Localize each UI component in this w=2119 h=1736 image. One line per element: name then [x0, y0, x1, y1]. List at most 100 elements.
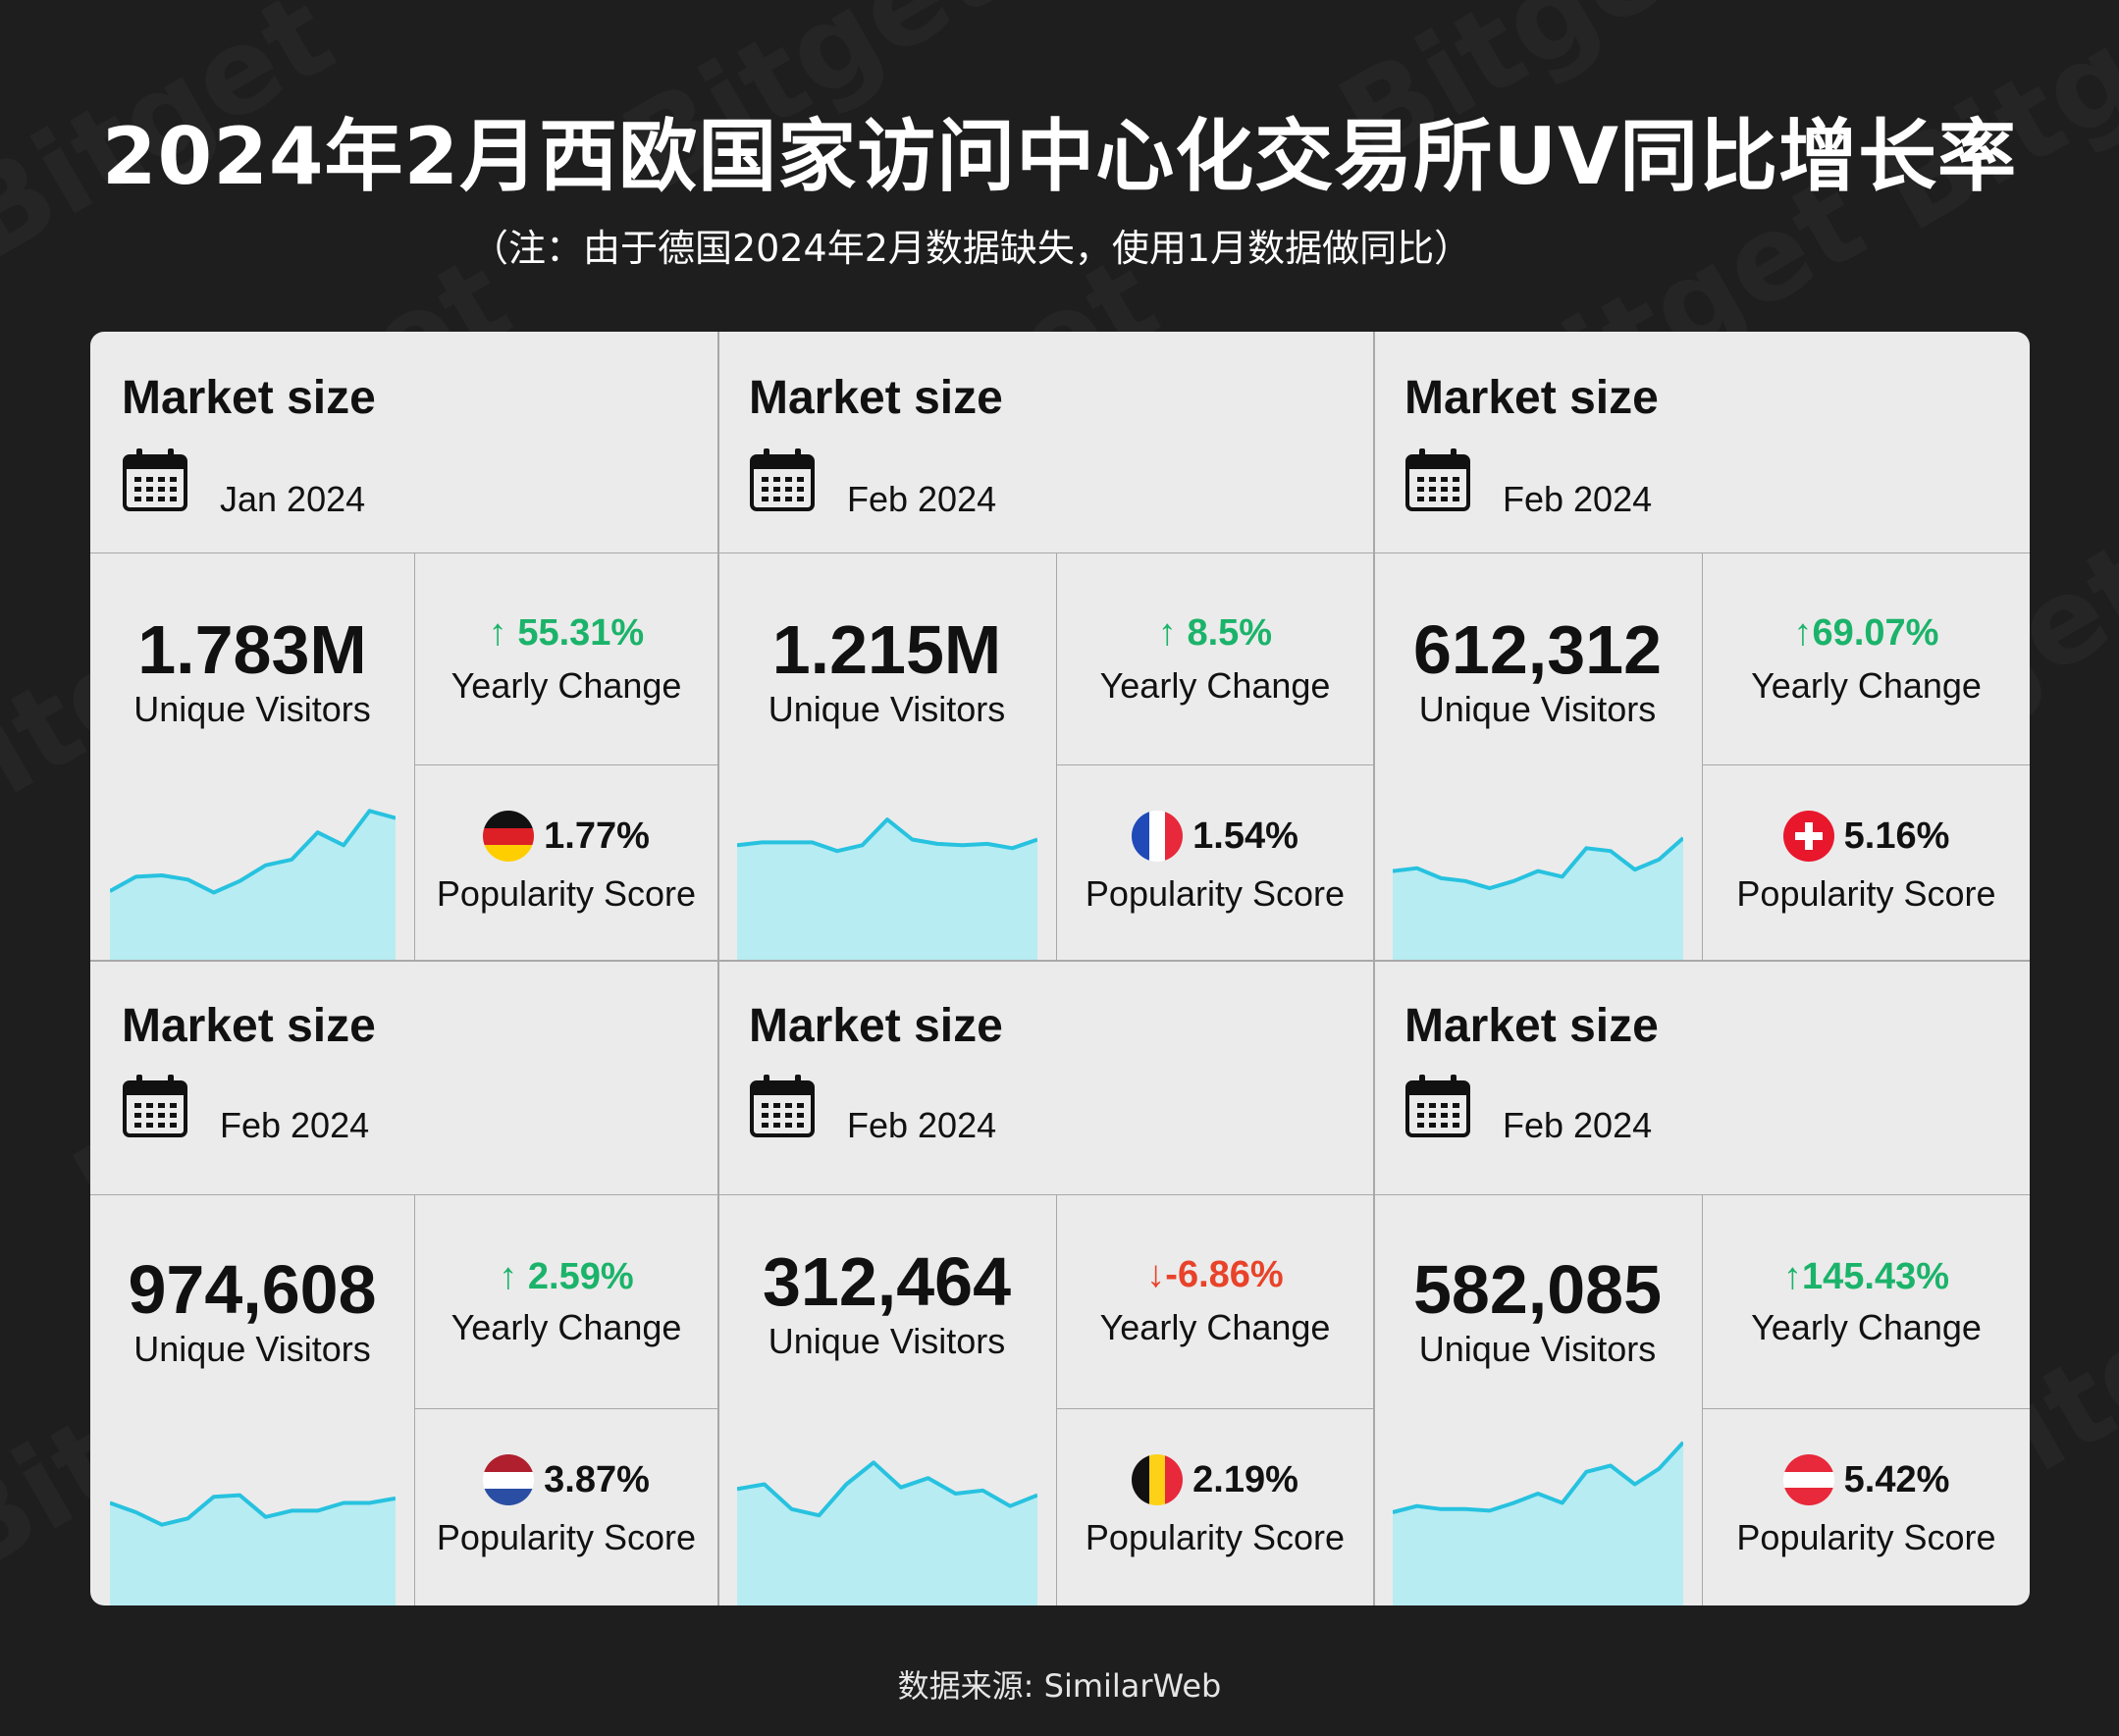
market-card-header: Market size Jan 2024 [90, 332, 717, 553]
yearly-change-label: Yearly Change [450, 665, 682, 706]
market-card: Market size Feb 2024 612,312 Unique Visi… [1373, 332, 2030, 960]
market-size-heading: Market size [122, 372, 376, 424]
grid-divider [90, 960, 2030, 962]
popularity-row: 2.19% [1057, 1454, 1373, 1505]
yearly-change-value: ↑69.07% [1793, 612, 1939, 654]
sparkline-line [110, 1493, 396, 1527]
yearly-change-cell: ↑145.43% Yearly Change [1703, 1195, 2030, 1409]
popularity-score-cell: 3.87% Popularity Score [415, 1409, 717, 1605]
yearly-change-label: Yearly Change [1099, 665, 1331, 706]
popularity-row: 1.54% [1057, 811, 1373, 862]
period-date: Feb 2024 [220, 1105, 370, 1145]
calendar-icon [749, 1074, 816, 1138]
popularity-score-cell: 1.54% Popularity Score [1057, 765, 1373, 960]
yearly-change-value: ↑ 2.59% [499, 1256, 634, 1297]
market-size-heading: Market size [122, 1000, 376, 1052]
market-card: Market size Jan 2024 1.783M Unique Visit… [90, 332, 717, 960]
popularity-score-value: 5.42% [1843, 1458, 1950, 1500]
market-card-header: Market size Feb 2024 [717, 960, 1373, 1195]
unique-visitors-label: Unique Visitors [133, 1329, 371, 1369]
sparkline-line [1393, 1441, 1683, 1514]
sparkline-area [737, 1462, 1037, 1605]
page-subtitle: （注：由于德国2024年2月数据缺失，使用1月数据做同比） [471, 227, 1472, 270]
market-card: Market size Feb 2024 1.215M Unique Visit… [717, 332, 1373, 960]
market-size-heading: Market size [1404, 1000, 1659, 1052]
switzerland-flag-icon [1782, 811, 1834, 862]
sparkline-line [1393, 836, 1683, 891]
unique-visitors-label: Unique Visitors [1418, 1329, 1657, 1369]
popularity-score-cell: 5.42% Popularity Score [1703, 1409, 2030, 1605]
period-date: Feb 2024 [1503, 1105, 1653, 1145]
popularity-score-label: Popularity Score [1085, 1517, 1346, 1557]
sparkline-chart [1393, 836, 1683, 960]
popularity-row: 5.42% [1703, 1454, 2030, 1505]
unique-visitors-cell: 612,312 Unique Visitors [1373, 553, 1703, 960]
market-size-heading: Market size [1404, 372, 1659, 424]
yearly-change-cell: ↑69.07% Yearly Change [1703, 553, 2030, 765]
sparkline-line [737, 1460, 1037, 1518]
yearly-change-label: Yearly Change [450, 1307, 682, 1347]
france-flag-icon [1132, 811, 1184, 862]
sparkline-chart [110, 1493, 396, 1605]
calendar-icon [122, 1074, 188, 1138]
yearly-change-value: ↑145.43% [1782, 1256, 1949, 1297]
period-date: Feb 2024 [1503, 479, 1653, 519]
unique-visitors-label: Unique Visitors [1418, 689, 1657, 729]
unique-visitors-value: 612,312 [1412, 611, 1663, 688]
market-card-header: Market size Feb 2024 [717, 332, 1373, 553]
yearly-change-value: ↓-6.86% [1146, 1254, 1284, 1295]
austria-flag-icon [1782, 1454, 1834, 1505]
unique-visitors-cell: 1.215M Unique Visitors [717, 553, 1057, 960]
popularity-score-cell: 2.19% Popularity Score [1057, 1409, 1373, 1605]
unique-visitors-label: Unique Visitors [133, 689, 371, 729]
page-title: 2024年2月西欧国家访问中心化交易所UV同比增长率 [101, 111, 2018, 202]
market-card-header: Market size Feb 2024 [1373, 960, 2030, 1195]
market-size-heading: Market size [749, 1000, 1003, 1052]
popularity-score-cell: 5.16% Popularity Score [1703, 765, 2030, 960]
germany-flag-icon [483, 811, 535, 862]
sparkline-line [737, 817, 1037, 854]
popularity-score-label: Popularity Score [1736, 873, 1996, 914]
yearly-change-cell: ↑ 2.59% Yearly Change [415, 1195, 717, 1409]
market-card: Market size Feb 2024 312,464 Unique Visi… [717, 960, 1373, 1605]
popularity-score-value: 1.77% [544, 815, 650, 857]
popularity-score-value: 2.19% [1192, 1458, 1298, 1500]
popularity-row: 3.87% [415, 1454, 717, 1505]
market-card: Market size Feb 2024 582,085 Unique Visi… [1373, 960, 2030, 1605]
popularity-score-label: Popularity Score [1085, 873, 1346, 914]
unique-visitors-label: Unique Visitors [768, 689, 1006, 729]
popularity-score-value: 3.87% [544, 1458, 650, 1500]
unique-visitors-cell: 312,464 Unique Visitors [717, 1195, 1057, 1605]
belgium-flag-icon [1132, 1454, 1184, 1505]
yearly-change-cell: ↓-6.86% Yearly Change [1057, 1195, 1373, 1409]
sparkline-chart [737, 817, 1037, 960]
unique-visitors-value: 312,464 [762, 1243, 1012, 1320]
yearly-change-cell: ↑ 8.5% Yearly Change [1057, 553, 1373, 765]
calendar-icon [1404, 1074, 1471, 1138]
data-source: 数据来源: SimilarWeb [897, 1667, 1222, 1705]
calendar-icon [122, 447, 188, 512]
netherlands-flag-icon [483, 1454, 535, 1505]
period-date: Jan 2024 [220, 479, 366, 519]
grid-divider [717, 332, 719, 1605]
popularity-score-label: Popularity Score [436, 1517, 697, 1557]
sparkline-area [737, 819, 1037, 960]
market-card-header: Market size Feb 2024 [90, 960, 717, 1195]
yearly-change-value: ↑ 55.31% [488, 612, 645, 654]
market-card: Market size Feb 2024 974,608 Unique Visi… [90, 960, 717, 1605]
unique-visitors-cell: 582,085 Unique Visitors [1373, 1195, 1703, 1605]
yearly-change-label: Yearly Change [1751, 1307, 1982, 1347]
unique-visitors-cell: 974,608 Unique Visitors [90, 1195, 415, 1605]
popularity-row: 1.77% [415, 811, 717, 862]
grid-divider [1373, 332, 1375, 1605]
unique-visitors-value: 1.215M [771, 611, 1002, 688]
yearly-change-label: Yearly Change [1099, 1307, 1331, 1347]
calendar-icon [1404, 447, 1471, 512]
popularity-score-label: Popularity Score [1736, 1517, 1996, 1557]
period-date: Feb 2024 [847, 1105, 997, 1145]
sparkline-area [1393, 1442, 1683, 1605]
popularity-score-label: Popularity Score [436, 873, 697, 914]
sparkline-area [110, 811, 396, 960]
sparkline-area [110, 1495, 396, 1605]
sparkline-line [110, 809, 396, 895]
